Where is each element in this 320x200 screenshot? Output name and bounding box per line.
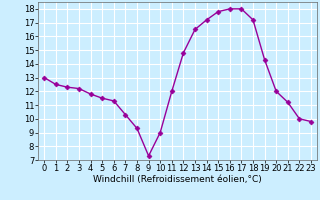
X-axis label: Windchill (Refroidissement éolien,°C): Windchill (Refroidissement éolien,°C) (93, 175, 262, 184)
